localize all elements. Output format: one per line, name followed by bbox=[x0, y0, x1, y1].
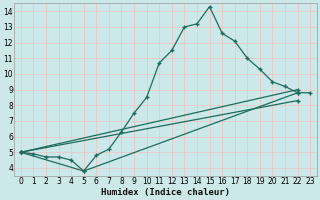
X-axis label: Humidex (Indice chaleur): Humidex (Indice chaleur) bbox=[101, 188, 230, 197]
